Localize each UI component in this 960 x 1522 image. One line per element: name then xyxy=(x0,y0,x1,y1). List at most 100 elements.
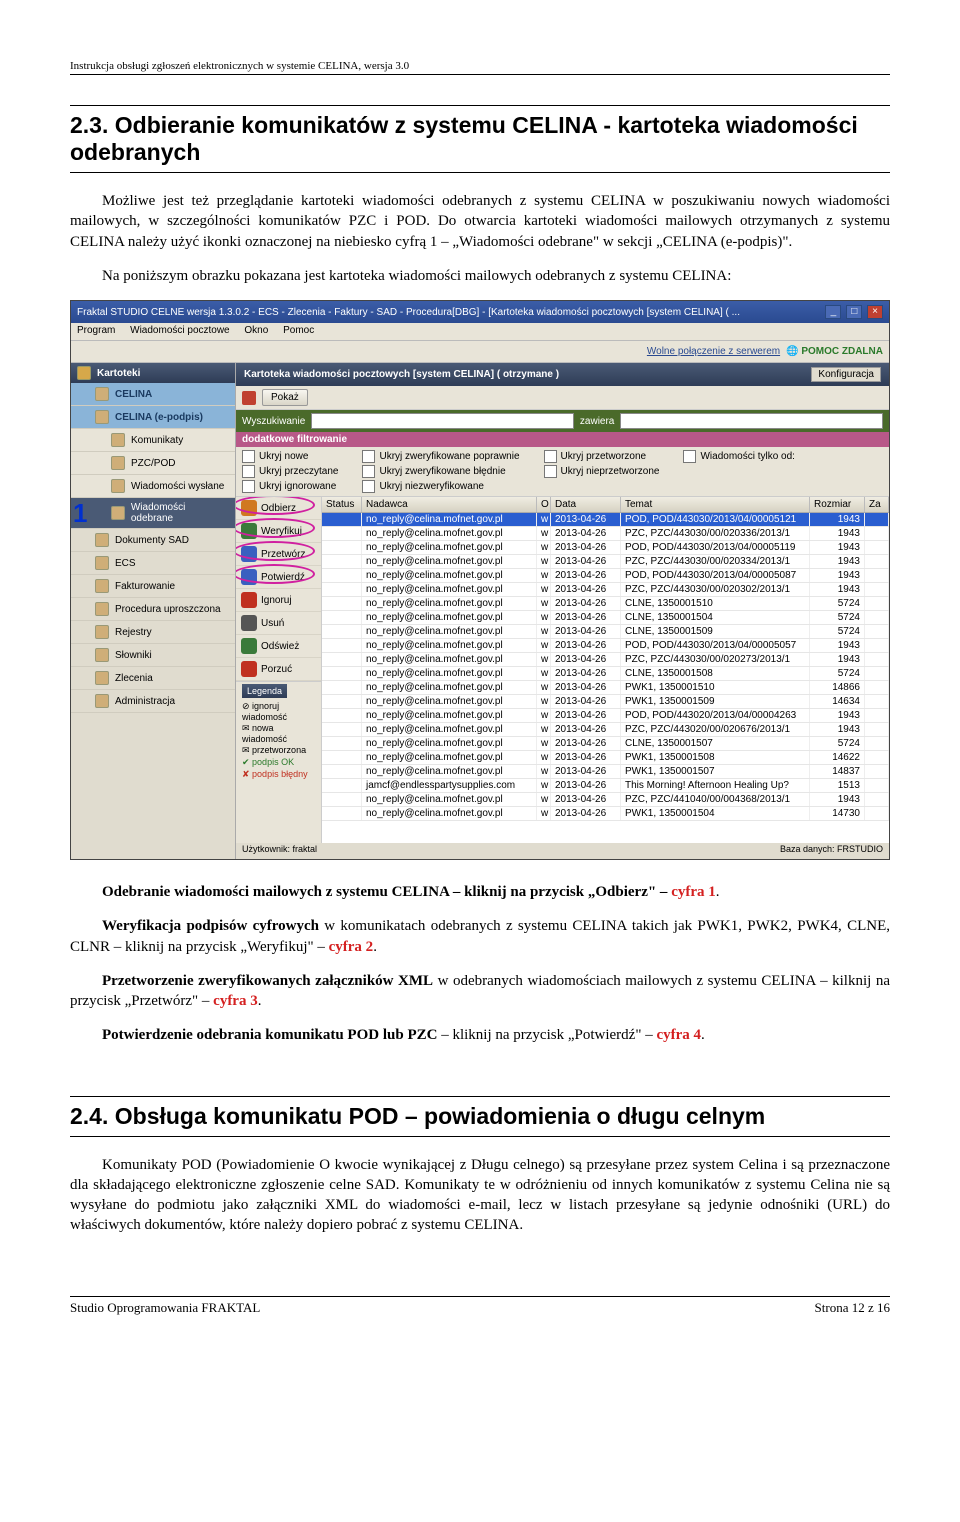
action-button[interactable]: Porzuć xyxy=(236,658,321,681)
action-button[interactable]: 3Przetwórz xyxy=(236,543,321,566)
filter-checkbox[interactable]: Ukryj nowe xyxy=(242,450,338,463)
cell-o: w xyxy=(537,527,551,540)
cell-temat: PZC, PZC/443030/00/020302/2013/1 xyxy=(621,583,810,596)
folder-icon xyxy=(77,366,91,380)
sidebar-item[interactable]: Fakturowanie xyxy=(71,575,235,598)
table-row[interactable]: no_reply@celina.mofnet.gov.plw2013-04-26… xyxy=(322,681,889,695)
cell-o: w xyxy=(537,807,551,820)
cell-o: w xyxy=(537,765,551,778)
table-row[interactable]: no_reply@celina.mofnet.gov.plw2013-04-26… xyxy=(322,513,889,527)
action-button[interactable]: 2Weryfikuj xyxy=(236,520,321,543)
app-screenshot: Fraktal STUDIO CELNE wersja 1.3.0.2 - EC… xyxy=(70,300,890,860)
status-db: Baza danych: FRSTUDIO xyxy=(780,844,883,858)
sidebar-item[interactable]: Słowniki xyxy=(71,644,235,667)
table-row[interactable]: no_reply@celina.mofnet.gov.plw2013-04-26… xyxy=(322,625,889,639)
filter-checkbox[interactable]: Ukryj nieprzetworzone xyxy=(544,465,660,478)
sidebar-item[interactable]: CELINA xyxy=(71,383,235,406)
filter-checkbox[interactable]: Ukryj przeczytane xyxy=(242,465,338,478)
search-value-input[interactable] xyxy=(620,413,883,429)
close-icon[interactable]: × xyxy=(867,305,883,319)
sidebar-item[interactable]: Dokumenty SAD xyxy=(71,529,235,552)
table-row[interactable]: no_reply@celina.mofnet.gov.plw2013-04-26… xyxy=(322,541,889,555)
table-row[interactable]: no_reply@celina.mofnet.gov.plw2013-04-26… xyxy=(322,751,889,765)
sidebar-item[interactable]: Zlecenia xyxy=(71,667,235,690)
action-button[interactable]: Odśwież xyxy=(236,635,321,658)
sidebar-item[interactable]: Rejestry xyxy=(71,621,235,644)
table-row[interactable]: no_reply@celina.mofnet.gov.plw2013-04-26… xyxy=(322,597,889,611)
action-button[interactable]: Usuń xyxy=(236,612,321,635)
sidebar-item[interactable]: PZC/POD xyxy=(71,452,235,475)
table-row[interactable]: no_reply@celina.mofnet.gov.plw2013-04-26… xyxy=(322,807,889,821)
table-row[interactable]: no_reply@celina.mofnet.gov.plw2013-04-26… xyxy=(322,723,889,737)
connection-status[interactable]: Wolne połączenie z serwerem xyxy=(647,346,780,357)
sidebar-item[interactable]: Administracja xyxy=(71,690,235,713)
action-button[interactable]: Ignoruj xyxy=(236,589,321,612)
table-row[interactable]: no_reply@celina.mofnet.gov.plw2013-04-26… xyxy=(322,667,889,681)
cell-temat: PWK1, 1350001510 xyxy=(621,681,810,694)
filter-checkbox[interactable]: Ukryj zweryfikowane błędnie xyxy=(362,465,519,478)
cell-nadawca: no_reply@celina.mofnet.gov.pl xyxy=(362,709,537,722)
cell-rozmiar: 1943 xyxy=(810,555,865,568)
table-row[interactable]: no_reply@celina.mofnet.gov.plw2013-04-26… xyxy=(322,653,889,667)
filter-checkbox[interactable]: Wiadomości tylko od: xyxy=(683,450,794,463)
filter-checkbox[interactable]: Ukryj przetworzone xyxy=(544,450,660,463)
menu-okno[interactable]: Okno xyxy=(244,325,268,336)
folder-icon xyxy=(111,506,125,520)
cell-data: 2013-04-26 xyxy=(551,611,621,624)
sidebar-item[interactable]: Wiadomości wysłane xyxy=(71,475,235,498)
maximize-icon[interactable]: □ xyxy=(846,305,862,319)
menu-pomoc[interactable]: Pomoc xyxy=(283,325,314,336)
action-button[interactable]: 1Odbierz xyxy=(236,497,321,520)
cell-status xyxy=(322,653,362,666)
cell-o: w xyxy=(537,611,551,624)
sidebar-item[interactable]: 1Wiadomości odebrane xyxy=(71,498,235,529)
table-row[interactable]: no_reply@celina.mofnet.gov.plw2013-04-26… xyxy=(322,695,889,709)
cell-nadawca: no_reply@celina.mofnet.gov.pl xyxy=(362,555,537,568)
th-status[interactable]: Status xyxy=(322,497,362,512)
th-rozmiar[interactable]: Rozmiar xyxy=(810,497,865,512)
sidebar-item[interactable]: ECS xyxy=(71,552,235,575)
table-row[interactable]: no_reply@celina.mofnet.gov.plw2013-04-26… xyxy=(322,611,889,625)
cell-o: w xyxy=(537,513,551,526)
th-o[interactable]: O xyxy=(537,497,551,512)
menu-program[interactable]: Program xyxy=(77,325,115,336)
filter-checkbox[interactable]: Ukryj niezweryfikowane xyxy=(362,480,519,493)
sec23-p4: Weryfikacja podpisów cyfrowych w komunik… xyxy=(70,916,890,957)
config-button[interactable]: Konfiguracja xyxy=(811,367,881,382)
search-input[interactable] xyxy=(311,413,574,429)
cell-data: 2013-04-26 xyxy=(551,765,621,778)
cell-o: w xyxy=(537,667,551,680)
sidebar-item[interactable]: Komunikaty xyxy=(71,429,235,452)
th-za[interactable]: Za xyxy=(865,497,889,512)
table-row[interactable]: no_reply@celina.mofnet.gov.plw2013-04-26… xyxy=(322,555,889,569)
table-row[interactable]: no_reply@celina.mofnet.gov.plw2013-04-26… xyxy=(322,765,889,779)
sec23-p6: Potwierdzenie odebrania komunikatu POD l… xyxy=(70,1025,890,1045)
minimize-icon[interactable]: _ xyxy=(825,305,841,319)
show-button[interactable]: Pokaż xyxy=(262,389,308,406)
table-row[interactable]: no_reply@celina.mofnet.gov.plw2013-04-26… xyxy=(322,737,889,751)
table-row[interactable]: jamcf@endlesspartysupplies.comw2013-04-2… xyxy=(322,779,889,793)
remote-help-link[interactable]: 🌐 POMOC ZDALNA xyxy=(786,346,883,357)
sidebar-item[interactable]: Procedura uproszczona xyxy=(71,598,235,621)
filter-checkbox[interactable]: Ukryj ignorowane xyxy=(242,480,338,493)
table-row[interactable]: no_reply@celina.mofnet.gov.plw2013-04-26… xyxy=(322,527,889,541)
menu-wiadomosci[interactable]: Wiadomości pocztowe xyxy=(130,325,229,336)
cell-rozmiar: 1943 xyxy=(810,583,865,596)
th-nadawca[interactable]: Nadawca xyxy=(362,497,537,512)
table-row[interactable]: no_reply@celina.mofnet.gov.plw2013-04-26… xyxy=(322,639,889,653)
table-row[interactable]: no_reply@celina.mofnet.gov.plw2013-04-26… xyxy=(322,709,889,723)
cell-nadawca: no_reply@celina.mofnet.gov.pl xyxy=(362,611,537,624)
th-temat[interactable]: Temat xyxy=(621,497,810,512)
action-button[interactable]: 4Potwierdź xyxy=(236,566,321,589)
cell-data: 2013-04-26 xyxy=(551,723,621,736)
table-row[interactable]: no_reply@celina.mofnet.gov.plw2013-04-26… xyxy=(322,793,889,807)
sidebar-item-label: PZC/POD xyxy=(131,458,175,469)
sidebar-header: Kartoteki xyxy=(71,363,235,383)
sidebar-item-label: Komunikaty xyxy=(131,435,183,446)
table-row[interactable]: no_reply@celina.mofnet.gov.plw2013-04-26… xyxy=(322,583,889,597)
table-row[interactable]: no_reply@celina.mofnet.gov.plw2013-04-26… xyxy=(322,569,889,583)
th-data[interactable]: Data xyxy=(551,497,621,512)
cell-za xyxy=(865,569,889,582)
filter-checkbox[interactable]: Ukryj zweryfikowane poprawnie xyxy=(362,450,519,463)
sidebar-item[interactable]: CELINA (e-podpis) xyxy=(71,406,235,429)
